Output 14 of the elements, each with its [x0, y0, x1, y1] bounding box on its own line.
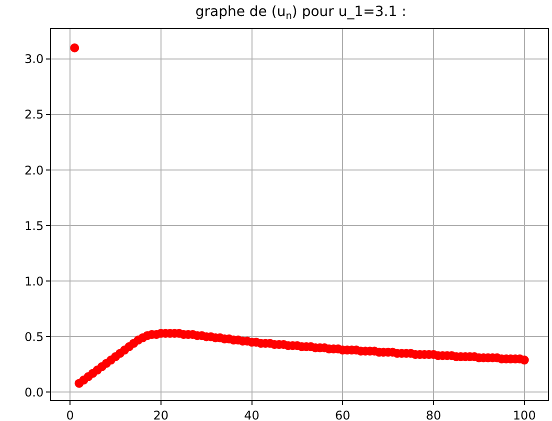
y-tick-label: 2.0 [24, 163, 44, 178]
x-tick-label: 0 [66, 408, 74, 421]
y-tick-label: 1.5 [24, 218, 44, 233]
y-tick-label: 2.5 [24, 108, 44, 122]
y-tick-label: 0.0 [24, 385, 44, 400]
y-tick-label: 0.5 [24, 330, 44, 344]
x-tick-label: 60 [335, 408, 350, 421]
x-tick-label: 80 [426, 408, 442, 421]
x-tick-label: 40 [244, 408, 260, 421]
x-tick-label: 100 [512, 408, 536, 421]
y-tick-label: 3.0 [24, 52, 44, 66]
x-tick-label: 20 [153, 408, 169, 421]
y-tick-label: 1.0 [24, 274, 44, 288]
chart-title: graphe de (u$_{n}$) pour u_1=3.1 : [195, 4, 406, 22]
